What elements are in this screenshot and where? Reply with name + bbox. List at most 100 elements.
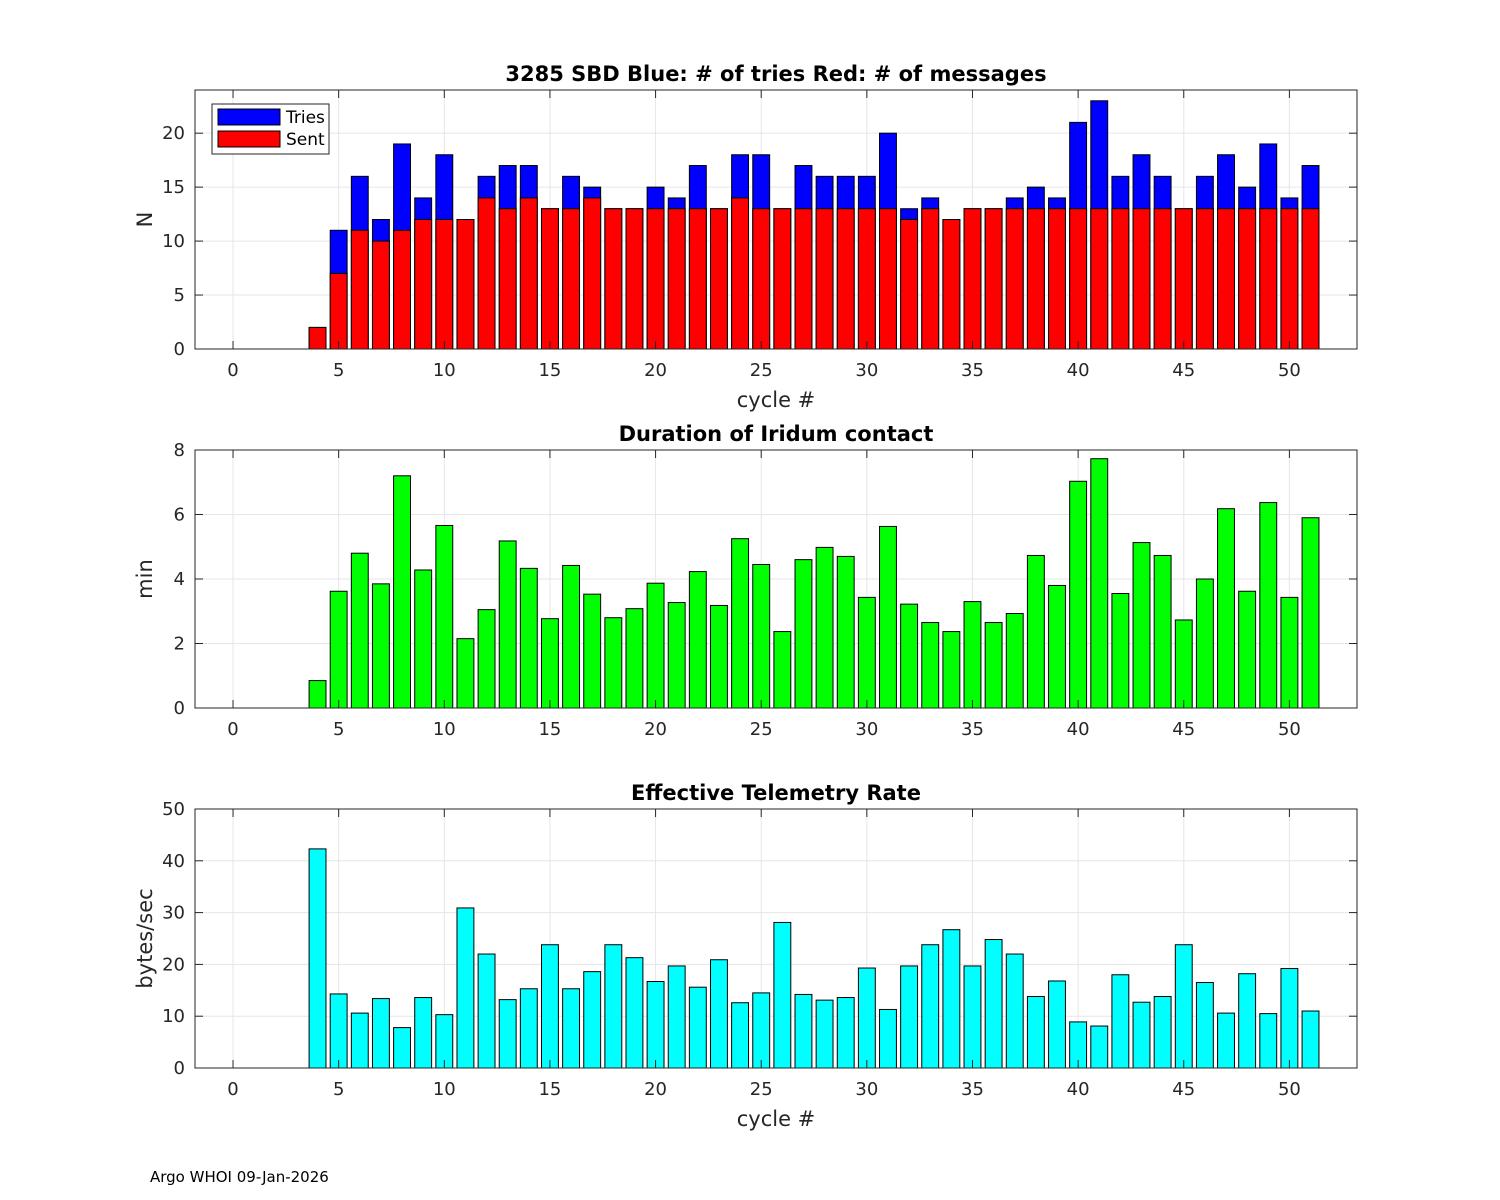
- y-tick-label: 2: [174, 634, 185, 655]
- bar-duration: [836, 555, 855, 709]
- bar-rate: [625, 957, 644, 1069]
- y-tick-label: 0: [174, 1058, 185, 1079]
- legend-label-sent: Sent: [286, 130, 325, 150]
- y-tick-label: 20: [162, 123, 185, 144]
- bar-duration: [1195, 578, 1214, 709]
- y-tick-label: 15: [162, 177, 185, 198]
- axes-box: [194, 808, 1358, 1069]
- bar-rate: [963, 965, 982, 1069]
- x-tick-label: 40: [1067, 1079, 1090, 1100]
- bar-duration: [1174, 619, 1193, 709]
- bar-sent: [435, 219, 454, 350]
- bar-rate: [984, 939, 1003, 1069]
- bar-duration: [540, 618, 559, 709]
- bar-duration: [350, 552, 369, 709]
- x-tick-label: 5: [333, 360, 344, 381]
- bar-duration: [667, 602, 686, 709]
- y-tick-label: 4: [174, 569, 185, 590]
- chart-title: 3285 SBD Blue: # of tries Red: # of mess…: [505, 62, 1046, 86]
- bar-duration: [1026, 554, 1045, 709]
- bar-sent: [350, 229, 369, 350]
- x-tick-label: 15: [538, 719, 561, 740]
- bar-rate: [1048, 980, 1066, 1069]
- x-tick-label: 0: [227, 360, 238, 381]
- bar-duration: [435, 524, 454, 709]
- bar-rate: [1259, 1013, 1278, 1069]
- bar-sent: [562, 208, 581, 350]
- bar-duration: [414, 569, 433, 709]
- bar-sent: [456, 219, 475, 350]
- bar-sent: [604, 208, 623, 350]
- chart-iridium-duration: 0 5 10 15 20 25 30 35 40 45 50 0 2 4 6 8 min Duration of …: [133, 422, 1358, 740]
- bar-rate: [1005, 953, 1024, 1069]
- bar-rate: [498, 999, 517, 1069]
- bar-sent: [1259, 208, 1278, 350]
- axes-box: [194, 89, 1358, 350]
- bar-sent: [984, 208, 1003, 350]
- bar-rate: [815, 999, 834, 1069]
- y-tick-label: 20: [162, 954, 185, 975]
- x-tick-label: 25: [750, 719, 773, 740]
- bar-rate: [393, 1027, 412, 1069]
- bar-rate: [583, 971, 602, 1069]
- bar-duration: [604, 617, 623, 709]
- bar-sent: [900, 219, 919, 350]
- bar-duration: [308, 680, 327, 709]
- bar-rate: [646, 980, 665, 1069]
- y-tick-label: 10: [162, 231, 185, 252]
- bar-rate: [731, 1002, 750, 1069]
- x-tick-label: 10: [433, 360, 456, 381]
- bar-rate: [562, 988, 581, 1069]
- y-tick-label: 0: [174, 339, 185, 360]
- bar-rate: [710, 959, 728, 1069]
- bar-sent: [921, 208, 940, 350]
- x-tick-label: 45: [1172, 360, 1195, 381]
- y-tick-label: 10: [162, 1006, 185, 1027]
- x-tick-label: 20: [644, 719, 667, 740]
- x-tick-label: 20: [644, 360, 667, 381]
- bar-sent: [1026, 208, 1045, 350]
- bar-duration: [1005, 613, 1024, 709]
- bar-sent: [773, 208, 792, 350]
- bar-duration: [815, 546, 834, 709]
- bar-sent: [1174, 208, 1193, 350]
- bar-rate: [1132, 1001, 1151, 1069]
- chart-telemetry-rate: 0 5 10 15 20 25 30 35 40 45 50 0 10 20 30 40 50 cycle # by…: [133, 781, 1358, 1131]
- x-tick-label: 30: [855, 360, 878, 381]
- bar-rate: [1174, 944, 1193, 1069]
- bar-sent: [1153, 208, 1172, 350]
- x-tick-label: 15: [538, 1079, 561, 1100]
- bar-duration: [688, 571, 707, 709]
- x-tick-label: 45: [1172, 719, 1195, 740]
- x-tick-label: 40: [1067, 719, 1090, 740]
- bar-rate: [456, 907, 475, 1069]
- bar-sent: [393, 229, 412, 350]
- bar-sent: [414, 219, 433, 350]
- bar-duration: [794, 559, 813, 709]
- y-tick-label: 6: [174, 505, 185, 526]
- bar-sent: [1132, 208, 1151, 350]
- bar-duration: [477, 609, 496, 709]
- x-tick-label: 5: [333, 1079, 344, 1100]
- bar-rate: [752, 992, 771, 1069]
- bar-rate: [879, 1008, 897, 1069]
- chart-sbd-tries-messages: 0 5 10 15 20 25 30 35 40 45 50 0 5 10 15 20 cycle # N Trie…: [133, 62, 1358, 412]
- chart-title: Duration of Iridum contact: [619, 422, 934, 446]
- bar-rate: [329, 993, 348, 1069]
- x-tick-label: 45: [1172, 1079, 1195, 1100]
- bar-duration: [731, 538, 750, 709]
- x-tick-label: 35: [961, 719, 984, 740]
- bar-duration: [879, 525, 897, 709]
- x-axis-label: cycle #: [737, 388, 816, 412]
- legend-swatch-tries: [217, 108, 281, 126]
- bar-duration: [900, 603, 919, 709]
- bar-sent: [815, 208, 834, 350]
- bar-duration: [1301, 517, 1320, 709]
- bar-sent: [731, 197, 750, 350]
- x-tick-label: 30: [855, 719, 878, 740]
- bar-sent: [583, 197, 602, 350]
- bar-duration: [1153, 554, 1172, 709]
- bar-duration: [625, 608, 644, 709]
